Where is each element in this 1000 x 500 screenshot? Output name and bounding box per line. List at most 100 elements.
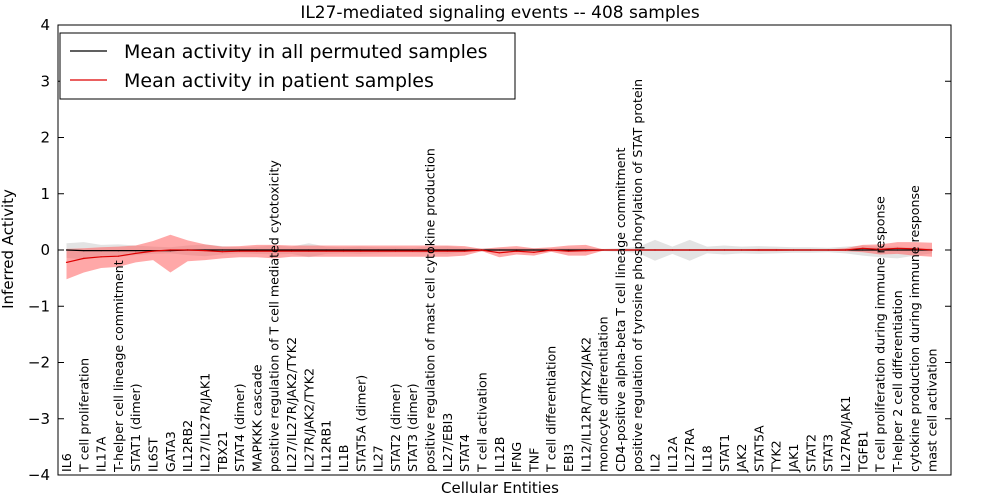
y-tick-label: −3 — [28, 410, 50, 428]
category-label-tgfb1: TGFB1 — [855, 431, 870, 473]
point-series-1-tbx21 — [221, 251, 223, 253]
point-series-1-gata3 — [169, 249, 171, 251]
point-series-1-il17a — [100, 256, 102, 258]
point-series-1-il6 — [65, 261, 68, 263]
point-series-1-stat1-dimer — [135, 252, 137, 254]
point-series-0-ebi3 — [567, 249, 570, 251]
category-label-t-cell-activation: T cell activation — [474, 372, 489, 473]
point-series-1-mapkkk-cascade — [256, 250, 258, 252]
category-label-jak1: JAK1 — [786, 444, 801, 473]
category-label-il18: IL18 — [700, 445, 715, 472]
category-label-il27-il27r-jak2-tyk2: IL27/IL27R/JAK2/TYK2 — [284, 337, 299, 472]
y-tick-label: 2 — [40, 129, 50, 147]
point-series-1-t-helper-cell-lineage-commitment — [117, 255, 119, 257]
category-label-jak2: JAK2 — [734, 444, 749, 473]
point-series-1-stat2-dimer — [394, 250, 396, 252]
point-series-1-il27-ebi3 — [446, 250, 448, 252]
point-series-0-il12rb1 — [325, 249, 327, 251]
point-series-1-il27r-jak2-tyk2 — [308, 250, 310, 252]
point-series-1-il12rb2 — [187, 249, 189, 251]
point-series-1-positive-regulation-of-tyrosine-phosphorylation-of-stat-protein — [637, 249, 639, 251]
category-label-il27ra: IL27RA — [682, 428, 697, 472]
point-series-1-t-cell-proliferation — [83, 257, 85, 259]
category-label-t-cell-differentiation: T cell differentiation — [544, 346, 559, 473]
point-series-0-il6 — [65, 249, 68, 251]
point-series-1-mast-cell-activation — [931, 249, 933, 251]
category-label-t-cell-proliferation: T cell proliferation — [76, 358, 91, 473]
category-label-stat2-dimer: STAT2 (dimer) — [388, 383, 403, 472]
category-label-il12b: IL12B — [492, 437, 507, 472]
point-series-1-stat3-dimer — [412, 250, 414, 252]
category-label-ebi3: EBI3 — [561, 444, 576, 472]
category-label-tnf: TNF — [526, 448, 541, 473]
point-series-0-stat4 — [464, 249, 466, 251]
category-label-cytokine-production-during-immune-response: cytokine production during immune respon… — [907, 185, 922, 472]
point-series-1-il18 — [706, 249, 708, 251]
point-series-1-stat5a — [758, 249, 760, 251]
point-series-1-stat2 — [810, 249, 812, 251]
category-label-stat2: STAT2 — [803, 434, 818, 472]
category-label-il6: IL6 — [59, 453, 74, 472]
point-series-0-stat1-dimer — [135, 250, 137, 252]
point-series-1-stat1 — [723, 249, 725, 251]
y-tick-label: 3 — [40, 72, 50, 90]
point-series-1-stat5a-dimer — [360, 250, 362, 252]
point-series-1-monocyte-differentiation — [602, 249, 604, 251]
category-label-il17a: IL17A — [94, 436, 109, 472]
category-label-stat1-dimer: STAT1 (dimer) — [128, 383, 143, 472]
y-tick-label: −2 — [28, 354, 50, 372]
point-series-1-il1b — [342, 250, 345, 252]
point-series-0-il1b — [342, 249, 345, 251]
point-series-1-stat4 — [464, 250, 466, 252]
point-series-0-positive-regulation-of-mast-cell-cytokine-production — [429, 249, 431, 251]
point-series-1-cd4-positive-alpha-beta-t-cell-lineage-commitment — [619, 249, 622, 251]
point-series-1-jak1 — [792, 249, 795, 251]
point-series-1-positive-regulation-of-mast-cell-cytokine-production — [429, 250, 431, 252]
point-series-1-il12b — [498, 252, 500, 254]
y-tick-label: −1 — [28, 297, 50, 315]
point-series-0-stat3-dimer — [412, 249, 414, 251]
category-label-il27r-jak2-tyk2: IL27R/JAK2/TYK2 — [301, 368, 316, 472]
category-label-cd4-positive-alpha-beta-t-cell-lineage-commitment: CD4-positive alpha-beta T cell lineage c… — [613, 148, 628, 472]
point-series-1-t-cell-differentiation — [550, 249, 552, 251]
category-label-positive-regulation-of-mast-cell-cytokine-production: positive regulation of mast cell cytokin… — [423, 148, 438, 472]
point-series-1-positive-regulation-of-t-cell-mediated-cytotoxicity — [273, 250, 275, 252]
point-series-0-tbx21 — [221, 249, 223, 251]
point-series-1-il27-il27r-jak2-tyk2 — [290, 250, 293, 252]
point-series-0-tnf — [533, 249, 535, 251]
point-series-1-tyk2 — [775, 249, 777, 251]
category-label-ifng: IFNG — [509, 442, 524, 472]
point-series-0-stat4-dimer — [239, 249, 241, 251]
point-series-0-il27-il27r-jak2-tyk2 — [290, 249, 293, 251]
point-series-1-il6st — [152, 250, 154, 252]
category-label-il27-il27r-jak1: IL27/IL27R/JAK1 — [198, 373, 213, 472]
y-axis-label: Inferred Activity — [0, 189, 17, 309]
category-label-stat4-dimer: STAT4 (dimer) — [232, 383, 247, 472]
point-series-0-stat5a-dimer — [360, 249, 362, 251]
category-label-stat5a-dimer: STAT5A (dimer) — [353, 375, 368, 472]
category-label-il12rb2: IL12RB2 — [180, 420, 195, 472]
category-labels: IL6 T cell proliferation IL17A T-helper cel… — [59, 79, 940, 473]
legend-label-permuted: Mean activity in all permuted samples — [124, 41, 487, 63]
category-label-il1b: IL1B — [336, 445, 351, 472]
point-series-1-il12rb1 — [325, 250, 327, 252]
point-series-0-ifng — [516, 249, 518, 251]
point-series-0-positive-regulation-of-t-cell-mediated-cytotoxicity — [273, 249, 275, 251]
point-series-1-il2 — [654, 249, 656, 251]
point-series-1-ebi3 — [567, 250, 570, 252]
category-label-il27: IL27 — [371, 445, 386, 472]
point-series-0-cytokine-production-during-immune-response — [914, 249, 916, 251]
point-series-0-il27-ebi3 — [446, 249, 448, 251]
category-label-monocyte-differentiation: monocyte differentiation — [596, 316, 611, 472]
category-label-positive-regulation-of-tyrosine-phosphorylation-of-stat-protein: positive regulation of tyrosine phosphor… — [630, 79, 645, 472]
category-label-il2: IL2 — [648, 453, 663, 472]
point-series-1-t-helper-2-cell-differentiation — [896, 247, 899, 249]
point-series-0-mapkkk-cascade — [256, 249, 258, 251]
point-series-1-stat4-dimer — [239, 250, 241, 252]
category-label-mapkkk-cascade: MAPKKK cascade — [249, 364, 264, 472]
point-series-1-stat3 — [827, 249, 829, 251]
point-series-0-t-helper-2-cell-differentiation — [896, 249, 899, 251]
point-series-1-tnf — [533, 251, 535, 253]
category-label-il12a: IL12A — [665, 436, 680, 472]
point-series-1-il12a — [671, 249, 674, 251]
